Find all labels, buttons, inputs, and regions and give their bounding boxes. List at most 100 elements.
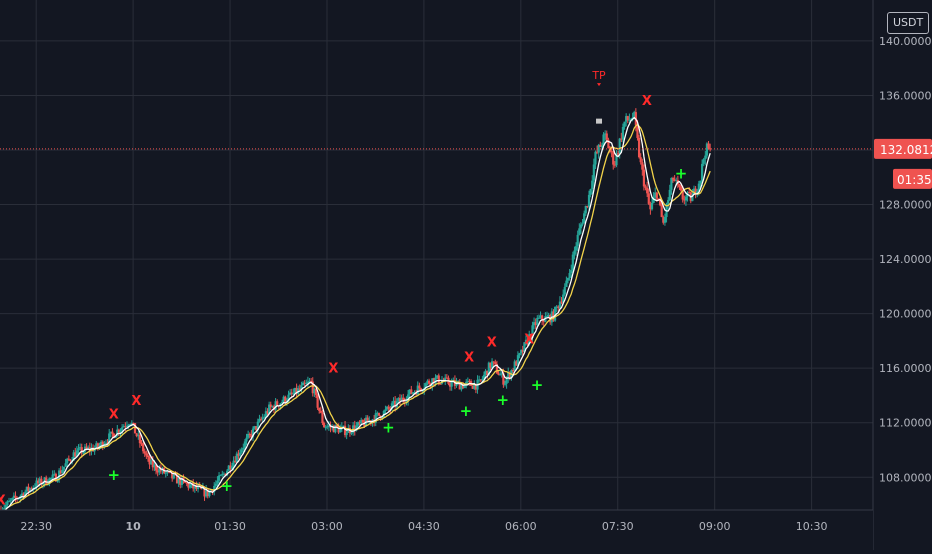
candle-body	[600, 145, 604, 148]
candle-body	[402, 397, 405, 401]
candle-body	[381, 417, 384, 419]
candle-body	[159, 468, 163, 472]
currency-badge[interactable]: USDT	[887, 12, 930, 34]
candle-body	[342, 425, 345, 427]
candle-body	[486, 370, 489, 376]
candle-body	[227, 465, 230, 471]
candle-body	[245, 437, 248, 442]
candle-body	[295, 387, 298, 394]
candle-body	[516, 355, 520, 366]
candle-body	[133, 423, 137, 434]
candle-body	[361, 419, 364, 423]
time-tick-label: 10	[125, 520, 141, 533]
candle-body	[579, 224, 583, 229]
candle-body	[576, 234, 579, 247]
candle-body	[384, 409, 387, 412]
candle-body	[308, 380, 311, 382]
candle-body	[707, 143, 710, 149]
candle-body	[566, 277, 570, 281]
candle-body	[502, 373, 505, 385]
candle-body	[448, 383, 452, 387]
candle-body	[261, 417, 264, 420]
candle-body	[138, 434, 141, 444]
candle-body	[389, 408, 392, 410]
candle-body	[528, 334, 531, 345]
candle-body	[616, 153, 620, 155]
moving-average-fast	[0, 116, 711, 515]
candle-body	[418, 385, 421, 389]
candle-body	[109, 431, 112, 434]
candle-body	[43, 477, 46, 484]
candle-body	[213, 485, 216, 492]
time-tick-label: 03:00	[311, 520, 343, 533]
take-profit-marker	[596, 118, 603, 124]
candle-body	[397, 398, 400, 402]
buy-signal-marker: +	[496, 391, 509, 409]
candle-body	[565, 280, 568, 288]
candle-body	[657, 198, 660, 201]
candle-body	[392, 400, 395, 404]
candle-body	[242, 447, 245, 450]
candle-body	[103, 444, 106, 448]
candle-body	[495, 364, 499, 374]
candle-body	[553, 306, 557, 321]
candle-body	[641, 162, 644, 170]
candle-body	[217, 475, 221, 481]
candle-body	[166, 471, 169, 473]
candle-body	[290, 392, 293, 394]
candle-body	[660, 205, 663, 218]
candle-body	[694, 188, 697, 195]
moving-average-slow	[0, 123, 711, 515]
price-axis[interactable]: 108.0000 112.0000 116.0000 120.0000 124.0000…	[872, 0, 932, 550]
candle-body	[58, 470, 61, 480]
candle-body	[353, 425, 356, 431]
last-price-badge[interactable]	[874, 138, 932, 159]
candle-body	[671, 177, 675, 180]
candle-body	[7, 501, 11, 503]
candlesticks	[0, 108, 712, 517]
candle-body	[127, 424, 130, 426]
buy-signal-marker: +	[382, 418, 395, 436]
candle-body	[499, 374, 502, 376]
candle-body	[145, 453, 148, 456]
candle-body	[100, 441, 103, 446]
candle-body	[586, 205, 589, 208]
candle-body	[280, 402, 284, 404]
candle-body	[390, 403, 394, 409]
candle-body	[542, 320, 545, 322]
candle-body	[618, 138, 621, 154]
time-tick-label: 09:00	[699, 520, 731, 533]
candle-body	[324, 427, 327, 429]
candle-body	[116, 429, 119, 436]
candle-body	[437, 375, 440, 384]
candle-body	[310, 380, 313, 382]
candle-body	[114, 435, 117, 438]
candle-body	[387, 406, 390, 409]
candle-body	[80, 447, 83, 454]
candle-body	[219, 475, 222, 477]
candle-body	[639, 157, 642, 163]
candle-body	[679, 186, 683, 191]
take-profit-label: TP	[591, 69, 606, 82]
candle-body	[292, 393, 295, 395]
candle-body	[311, 381, 314, 394]
candle-body	[224, 473, 227, 476]
candle-body	[25, 486, 28, 492]
candle-body	[597, 144, 600, 153]
candle-body	[151, 460, 154, 468]
candle-body	[431, 378, 434, 386]
candle-body	[264, 411, 268, 417]
candle-body	[524, 339, 528, 343]
candle-body	[358, 422, 361, 424]
candle-body	[612, 151, 615, 165]
candle-body	[69, 459, 72, 462]
candle-body	[626, 116, 629, 121]
candle-body	[195, 485, 198, 489]
candle-body	[413, 391, 416, 393]
candle-body	[156, 470, 159, 473]
time-axis[interactable]: 22:30 10 01:30 03:00 04:30 06:00 07:30 09:00 10:…	[0, 509, 873, 550]
candle-body	[557, 306, 560, 309]
